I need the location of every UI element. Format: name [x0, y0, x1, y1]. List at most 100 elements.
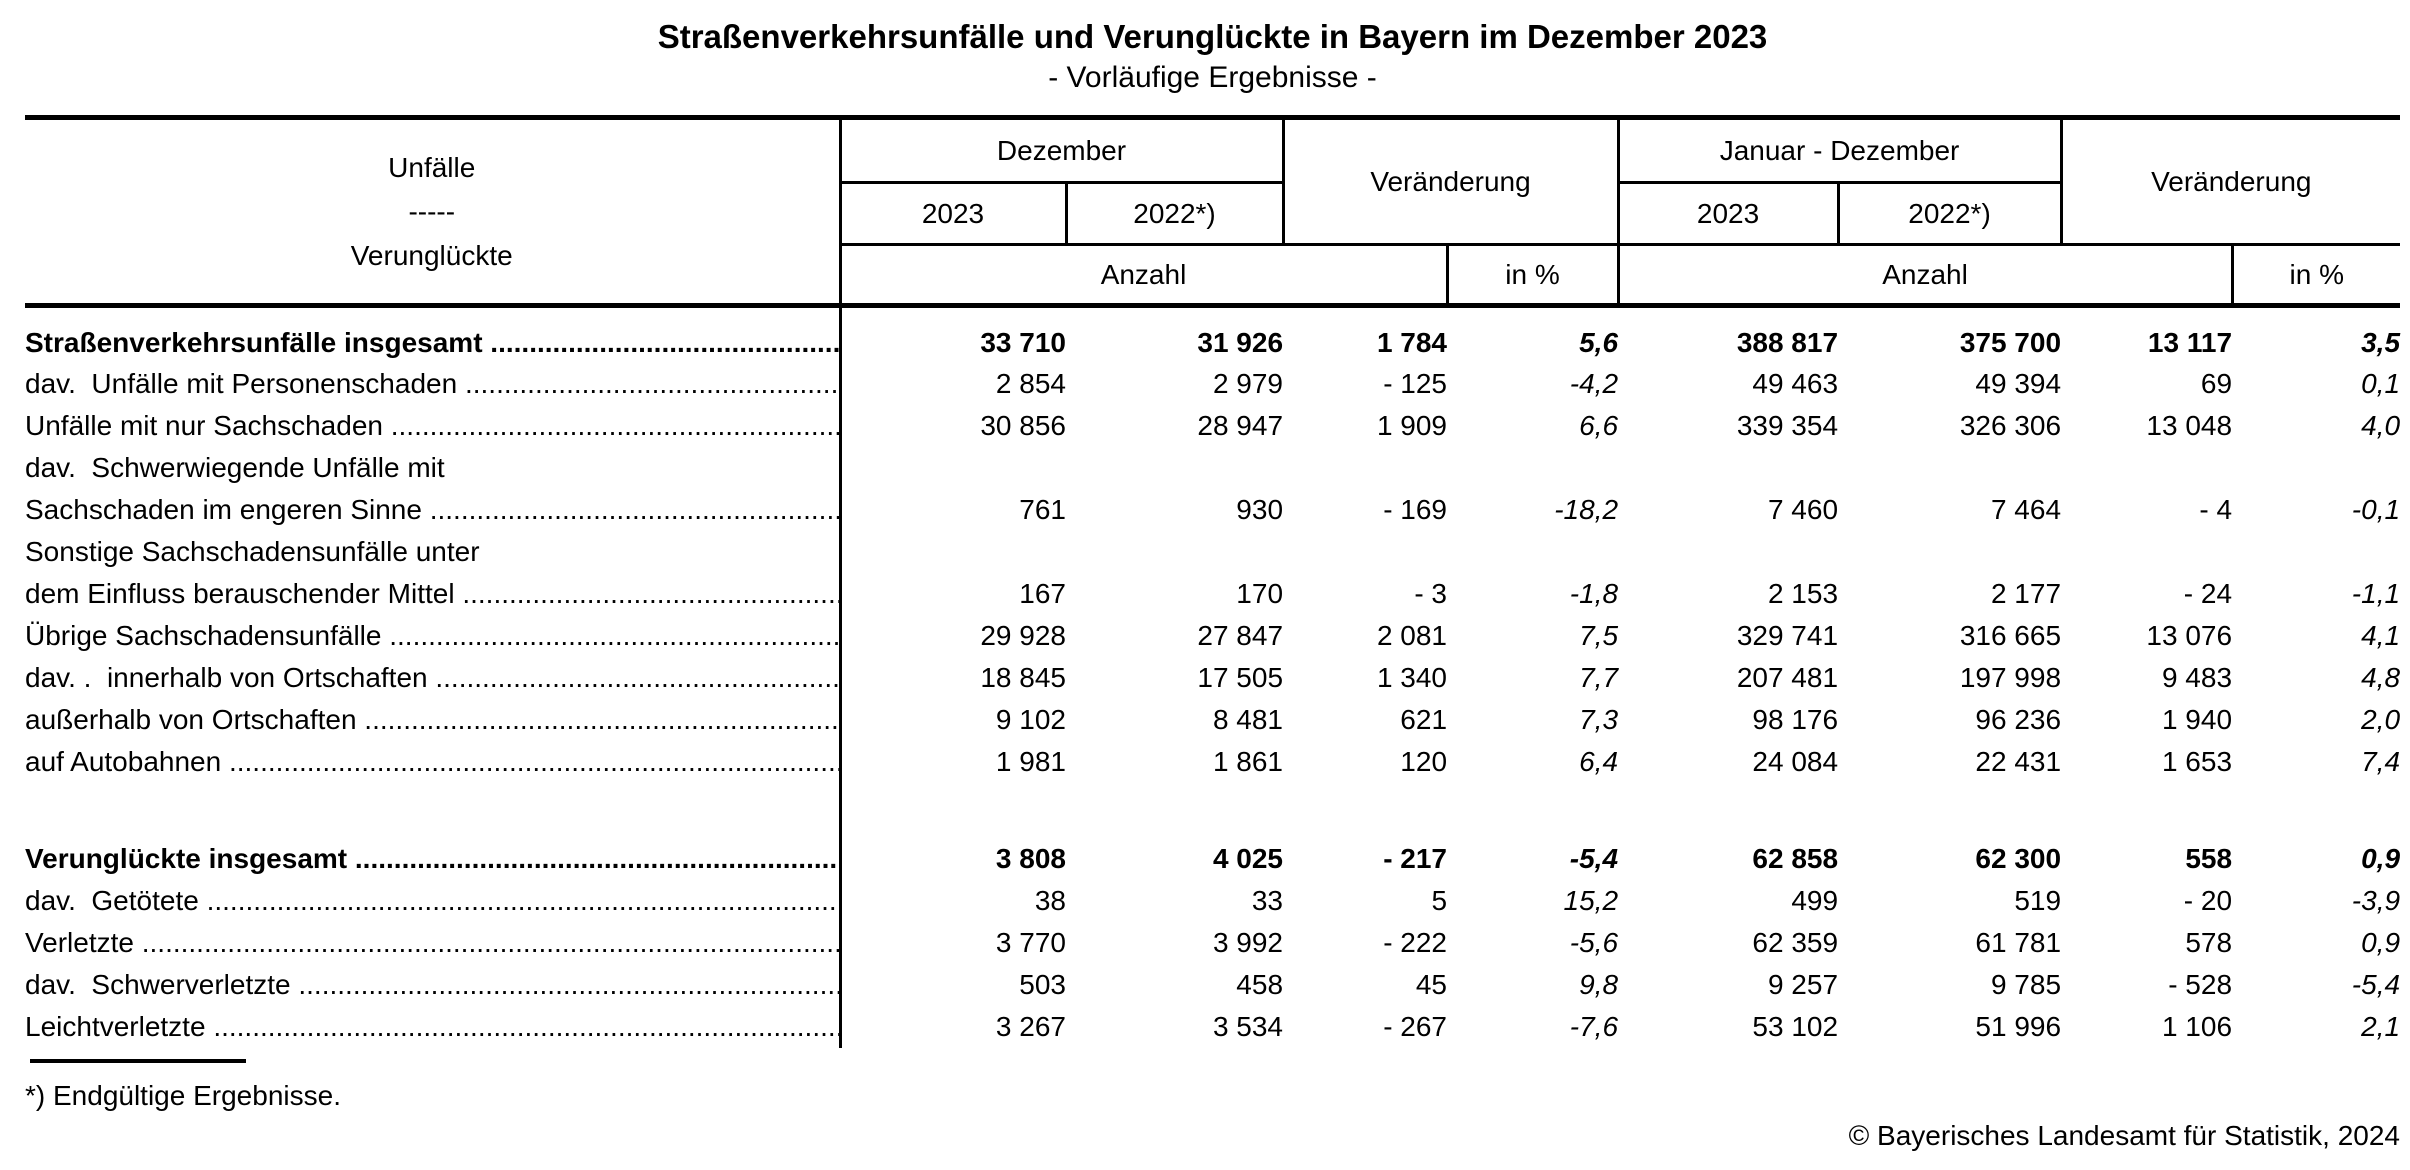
table-row: dav. Schwerwiegende Unfälle mit — [25, 446, 2400, 489]
cell-dez-change-pct: 9,8 — [1579, 968, 1619, 1000]
cell-jandez-change: 13 048 — [2146, 409, 2233, 441]
cell-dez-2022 — [1066, 531, 1283, 573]
cell-jandez-2022: 2 177 — [1990, 577, 2062, 609]
cell-jandez-2023: 9 257 — [1767, 968, 1839, 1000]
table-row: außerhalb von Ortschaften ..............… — [25, 698, 2401, 741]
table-row: Sonstige Sachschadensunfälle unter — [25, 530, 2400, 573]
table-body: Straßenverkehrsunfälle insgesamt .......… — [25, 305, 2401, 1048]
cell-jandez-2022: 7 464 — [1990, 493, 2062, 525]
cell-dez-change: 120 — [1400, 745, 1448, 777]
cell-dez-change-pct: -18,2 — [1554, 493, 1619, 525]
cell-jandez-change — [2061, 447, 2232, 489]
row-label: Verletzte ..............................… — [25, 921, 842, 964]
cell-jandez-change: 9 483 — [2161, 661, 2233, 693]
cell-jandez-2022: 49 394 — [1975, 367, 2062, 399]
cell-dez-2022: 4 025 — [1212, 842, 1284, 874]
cell-dez-change: - 267 — [1383, 1010, 1448, 1042]
cell-dez-change: 1 340 — [1376, 661, 1448, 693]
header-row-2: 2023 2022*) 2023 2022*) — [25, 182, 2400, 246]
row-label: Sachschaden im engeren Sinne ...........… — [25, 488, 842, 531]
row-label: dem Einfluss berauschender Mittel ......… — [25, 572, 842, 615]
row-label: dav. . innerhalb von Ortschaften .......… — [25, 656, 842, 699]
col-header-inpct-dez: in % — [1447, 244, 1620, 308]
cell-jandez-2022: 375 700 — [1959, 326, 2062, 358]
cell-jandez-2023: 2 153 — [1767, 577, 1839, 609]
cell-jandez-change-pct: 0,1 — [2361, 367, 2401, 399]
cell-dez-change: 1 784 — [1376, 326, 1448, 358]
cell-jandez-change-pct: 4,1 — [2361, 619, 2401, 651]
cell-dez-2022: 31 926 — [1197, 326, 1284, 358]
cell-jandez-change: - 4 — [2199, 493, 2233, 525]
cell-jandez-change: 1 940 — [2161, 703, 2233, 735]
cell-dez-change: - 222 — [1383, 926, 1448, 958]
footnote: *) Endgültige Ergebnisse. — [25, 1080, 341, 1111]
table-row: Leichtverletzte ........................… — [25, 1005, 2400, 1048]
cell-jandez-2022 — [1838, 447, 2061, 489]
cell-dez-2023: 2 854 — [995, 367, 1066, 399]
cell-dez-2022: 3 992 — [1212, 926, 1284, 958]
cell-dez-2022: 3 534 — [1212, 1010, 1284, 1042]
cell-dez-change — [1283, 531, 1447, 573]
row-label: Unfälle mit nur Sachschaden ............… — [25, 404, 842, 447]
col-header-jandez-2022: 2022*) — [1838, 182, 2063, 246]
cell-dez-2023 — [840, 783, 1066, 838]
cell-dez-2023: 30 856 — [980, 409, 1066, 441]
cell-jandez-change-pct: -5,4 — [2351, 968, 2401, 1000]
cell-jandez-change: 69 — [2200, 367, 2233, 399]
copyright: © Bayerisches Landesamt für Statistik, 2… — [1848, 1120, 2400, 1151]
cell-dez-change — [1283, 783, 1447, 838]
cell-jandez-2023: 98 176 — [1752, 703, 1839, 735]
cell-jandez-2023: 49 463 — [1752, 367, 1839, 399]
cell-dez-2023 — [840, 447, 1066, 489]
page-subtitle: - Vorläufige Ergebnisse - — [1048, 61, 1377, 94]
stub-header: Unfälle ----- Verunglückte — [25, 115, 842, 308]
row-label: außerhalb von Ortschaften ..............… — [25, 698, 842, 741]
cell-jandez-2022 — [1838, 783, 2061, 838]
cell-dez-change-pct: 7,7 — [1579, 661, 1619, 693]
cell-jandez-change-pct: -1,1 — [2351, 577, 2401, 609]
cell-dez-2023: 38 — [1034, 884, 1066, 916]
cell-jandez-change-pct: -3,9 — [2351, 884, 2401, 916]
cell-dez-change: 45 — [1415, 968, 1448, 1000]
row-label: auf Autobahnen .........................… — [25, 740, 842, 783]
col-header-veraenderung-jandez: Veränderung — [2059, 115, 2401, 246]
table-header: Unfälle ----- Verunglückte Dezember Verä… — [25, 115, 2401, 308]
row-label: Straßenverkehrsunfälle insgesamt .......… — [25, 305, 842, 363]
row-label: dav. Getötete ..........................… — [25, 879, 842, 922]
col-header-anzahl-jandez: Anzahl — [1616, 244, 2234, 308]
cell-jandez-change: 1 106 — [2161, 1010, 2233, 1042]
cell-dez-2023: 18 845 — [980, 661, 1066, 693]
cell-dez-change-pct: 6,4 — [1579, 745, 1619, 777]
cell-jandez-2022: 96 236 — [1975, 703, 2062, 735]
cell-jandez-change: 1 653 — [2161, 745, 2233, 777]
cell-dez-change-pct — [1447, 447, 1618, 489]
cell-dez-change: - 217 — [1383, 842, 1448, 874]
cell-dez-2023: 3 267 — [995, 1010, 1066, 1042]
cell-jandez-2022: 9 785 — [1990, 968, 2062, 1000]
cell-dez-change-pct — [1447, 783, 1618, 838]
col-header-dez-2023: 2023 — [840, 182, 1068, 246]
cell-dez-change-pct: -7,6 — [1569, 1010, 1619, 1042]
cell-dez-change-pct: -5,4 — [1569, 842, 1619, 874]
header-row-1: Unfälle ----- Verunglückte Dezember Verä… — [25, 115, 2401, 308]
cell-jandez-change-pct — [2232, 783, 2400, 838]
cell-jandez-change-pct: 2,0 — [2361, 703, 2401, 735]
page-title: Straßenverkehrsunfälle und Verunglückte … — [657, 18, 1768, 55]
cell-dez-2022 — [1066, 783, 1283, 838]
cell-jandez-change: - 20 — [2183, 884, 2233, 916]
cell-dez-change: 1 909 — [1376, 409, 1448, 441]
cell-jandez-2023: 53 102 — [1752, 1010, 1839, 1042]
cell-jandez-2022: 519 — [2014, 884, 2062, 916]
cell-dez-2022: 1 861 — [1212, 745, 1284, 777]
table-row: Sachschaden im engeren Sinne ...........… — [25, 488, 2400, 531]
cell-jandez-change-pct: 4,0 — [2361, 409, 2401, 441]
cell-jandez-change: 13 076 — [2146, 619, 2233, 651]
table-row: dav. Getötete ..........................… — [25, 879, 2401, 922]
cell-jandez-2022: 22 431 — [1975, 745, 2062, 777]
row-label: Leichtverletzte ........................… — [25, 1005, 842, 1048]
col-header-januar-dezember: Januar - Dezember — [1616, 115, 2063, 184]
row-label — [25, 782, 842, 838]
cell-jandez-2023: 62 858 — [1752, 842, 1839, 874]
cell-dez-change-pct: 5,6 — [1579, 326, 1619, 358]
cell-dez-change-pct: 6,6 — [1579, 409, 1619, 441]
